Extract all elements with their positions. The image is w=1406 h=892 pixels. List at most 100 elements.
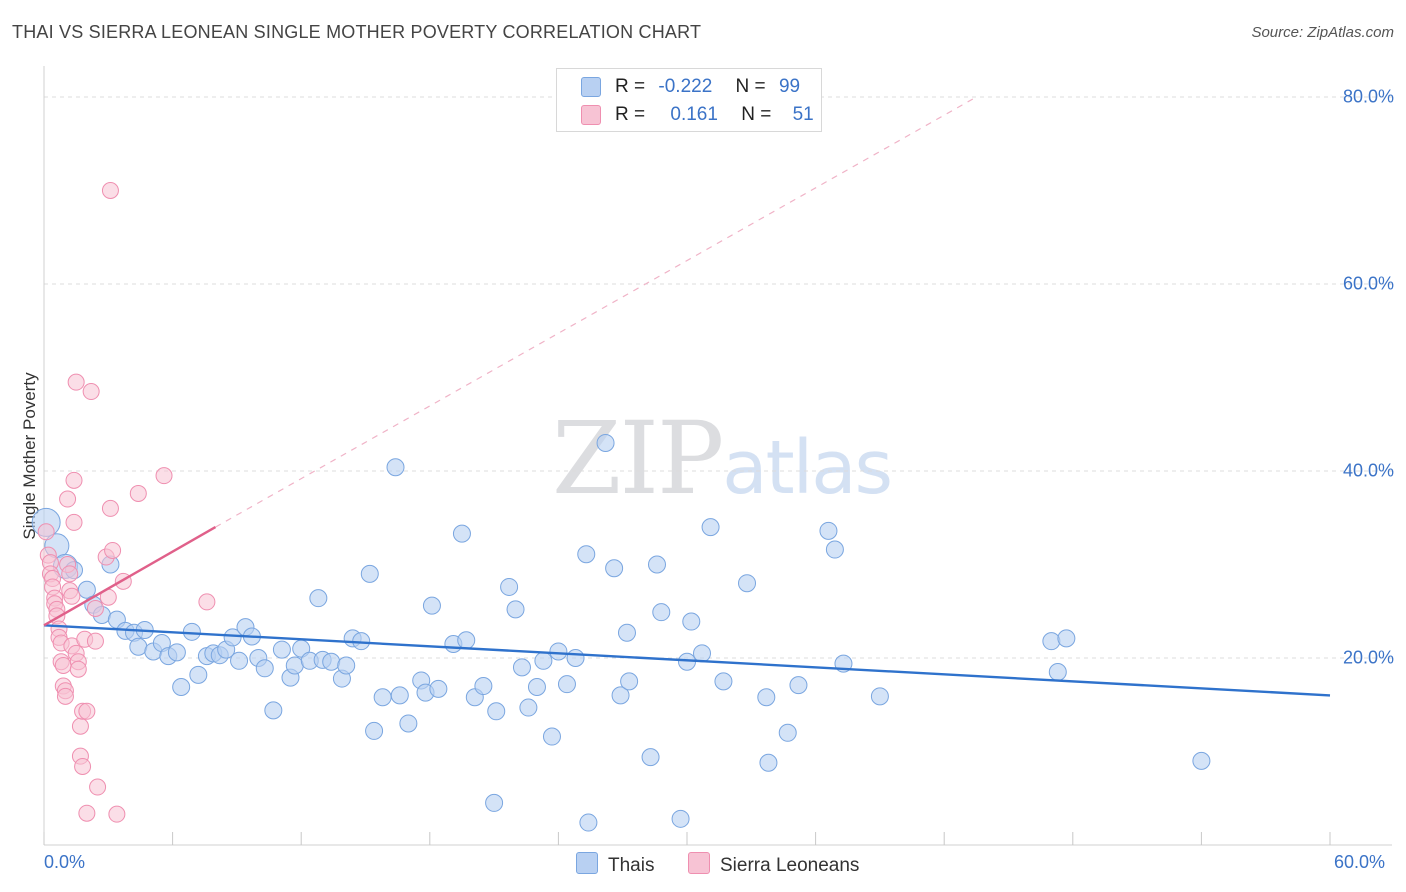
sierra-point — [89, 778, 107, 796]
thais-point — [647, 555, 666, 574]
thais-point — [77, 580, 96, 599]
thais-point — [789, 676, 808, 695]
bottom-thais-swatch — [576, 852, 598, 874]
sierra-point — [74, 757, 92, 775]
sierra-point — [69, 660, 87, 678]
thais-point — [337, 656, 356, 675]
correlation-legend: R = -0.222 N = 99 R = 0.161 N = 51 — [556, 68, 822, 132]
thais-point — [485, 793, 504, 812]
thais-point — [1057, 629, 1076, 648]
thais-point — [360, 564, 379, 583]
thais-point — [272, 640, 291, 659]
thais-point — [825, 540, 844, 559]
bottom-legend-thais-label: Thais — [608, 855, 655, 876]
thais-point — [129, 637, 148, 656]
legend-n-value-thais: 99 — [778, 76, 801, 97]
thais-point — [1048, 663, 1067, 682]
sierra-point — [71, 717, 89, 735]
sierra-trend-extension — [215, 96, 977, 528]
bottom-legend-sierra-label: Sierra Leoneans — [720, 855, 860, 876]
watermark-zip: ZIP — [552, 400, 724, 517]
thais-point — [701, 518, 720, 537]
sierra-point — [61, 565, 79, 583]
thais-point — [172, 677, 191, 696]
thais-point — [542, 727, 561, 746]
thais-point — [487, 702, 506, 721]
thais-point — [605, 559, 624, 578]
thais-point — [620, 672, 639, 691]
sierra-point — [65, 513, 83, 531]
sierra-point — [59, 490, 77, 508]
thais-point — [422, 596, 441, 615]
thais-point — [386, 458, 405, 477]
thais-point — [682, 612, 701, 631]
sierra-point — [155, 467, 173, 485]
y-tick-label: 80.0% — [1342, 86, 1394, 107]
legend-n-label: N = — [741, 104, 772, 125]
thais-point — [617, 623, 636, 642]
thais-point — [693, 644, 712, 663]
thais-point — [611, 686, 630, 705]
sierra-trend-line — [43, 526, 217, 627]
thais-point — [557, 675, 576, 694]
thais-point — [759, 753, 778, 772]
thais-point — [870, 687, 889, 706]
thais-point — [452, 524, 471, 543]
thais-point — [512, 658, 531, 677]
thais-point — [738, 574, 757, 593]
thais-point — [285, 656, 304, 675]
sierra-point — [129, 484, 147, 502]
sierra-point — [101, 182, 119, 199]
thais-point — [500, 577, 519, 596]
watermark: ZIPatlas — [552, 400, 893, 517]
sierra-point — [104, 541, 122, 559]
sierra-point — [86, 599, 104, 617]
legend-r-value-sierra: 0.161 — [670, 104, 718, 125]
sierra-point — [54, 656, 72, 674]
watermark-atlas: atlas — [722, 425, 893, 511]
thais-point — [390, 686, 409, 705]
thais-point — [474, 677, 493, 696]
y-tick-label: 40.0% — [1342, 460, 1394, 481]
thais-point — [579, 813, 598, 832]
sierra-point — [108, 805, 126, 823]
sierra-point — [78, 804, 96, 822]
thais-point — [1192, 751, 1211, 770]
legend-r-label: R = — [615, 104, 646, 125]
legend-n-value-sierra: 51 — [792, 104, 814, 125]
thais-point — [167, 643, 186, 662]
sierra-point — [65, 471, 83, 489]
thais-point — [399, 714, 418, 733]
sierra-point — [78, 702, 96, 720]
x-tick-min: 0.0% — [44, 852, 86, 872]
thais-trend-line — [43, 624, 1331, 697]
bottom-sierra-swatch — [688, 852, 710, 874]
sierra-point — [86, 632, 104, 650]
thais-point — [549, 642, 568, 661]
source-label: Source: ZipAtlas.com — [1251, 24, 1394, 41]
thais-point — [429, 679, 448, 698]
bottom-legend-sierra: Sierra Leoneans — [688, 852, 859, 877]
sierra-point — [37, 523, 55, 541]
thais-point — [577, 545, 596, 564]
x-tick-max: 60.0% — [1334, 852, 1386, 872]
thais-point — [1042, 632, 1061, 651]
thais-point — [365, 721, 384, 740]
thais-point — [189, 665, 208, 684]
thais-swatch — [581, 77, 601, 97]
thais-point — [641, 748, 660, 767]
thais-point — [534, 651, 553, 670]
thais-point — [778, 723, 797, 742]
thais-point — [519, 698, 538, 717]
thais-point — [527, 677, 546, 696]
sierra-point — [67, 373, 85, 391]
thais-point — [652, 603, 671, 622]
sierra-point — [82, 383, 100, 401]
y-tick-label: 20.0% — [1342, 647, 1394, 668]
thais-point — [596, 433, 615, 452]
y-tick-label: 60.0% — [1342, 273, 1394, 294]
thais-point — [714, 672, 733, 691]
thais-point — [566, 649, 585, 667]
sierra-swatch — [581, 105, 601, 125]
thais-point — [457, 631, 476, 650]
